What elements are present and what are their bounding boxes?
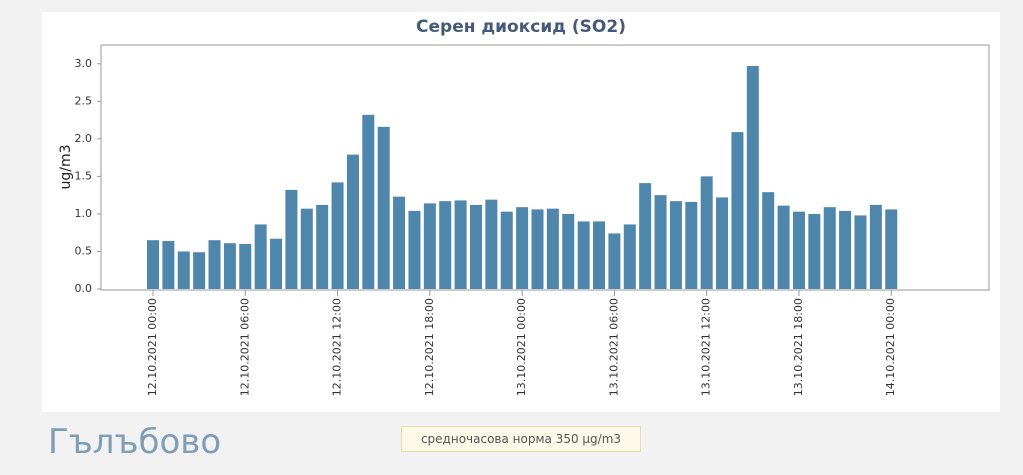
bar xyxy=(147,240,159,289)
bar xyxy=(423,203,436,289)
y-tick-label: 3.0 xyxy=(75,57,93,70)
bar xyxy=(792,211,805,289)
bar xyxy=(839,210,852,289)
bar xyxy=(285,189,298,289)
bar xyxy=(254,224,267,289)
bar xyxy=(869,204,882,289)
bar xyxy=(193,252,206,289)
bar xyxy=(562,213,575,289)
chart-title: Серен диоксид (SO2) xyxy=(416,17,626,37)
bar xyxy=(823,207,836,289)
bar xyxy=(577,221,590,289)
x-tick-label: 14.10.2021 00:00 xyxy=(884,298,897,396)
bar xyxy=(162,240,175,289)
bar xyxy=(654,195,667,289)
bar xyxy=(393,196,406,289)
bar xyxy=(362,114,375,290)
bar xyxy=(223,243,236,289)
y-tick-label: 2.5 xyxy=(75,94,93,107)
bar xyxy=(731,132,744,289)
bar xyxy=(439,201,452,289)
bar xyxy=(746,66,759,289)
plot-frame xyxy=(100,44,990,291)
bar xyxy=(485,199,498,289)
x-tick-label: 13.10.2021 06:00 xyxy=(607,298,620,396)
bar xyxy=(762,192,775,289)
x-tick-label: 13.10.2021 00:00 xyxy=(515,298,528,396)
bar xyxy=(716,197,729,289)
bar xyxy=(408,210,421,289)
x-tick-label: 12.10.2021 06:00 xyxy=(238,298,251,396)
y-tick-label: 1.0 xyxy=(75,207,93,220)
x-tick-label: 12.10.2021 12:00 xyxy=(331,298,344,396)
bar xyxy=(593,221,606,289)
bar xyxy=(177,251,190,289)
bar xyxy=(608,233,621,289)
bar xyxy=(531,209,544,289)
bar xyxy=(469,204,482,289)
bar xyxy=(454,200,467,289)
bar xyxy=(208,240,221,289)
bar xyxy=(669,201,682,289)
bar xyxy=(331,182,344,289)
norm-note: средночасова норма 350 μg/m3 xyxy=(401,426,641,452)
bar xyxy=(685,201,698,289)
bar xyxy=(500,211,513,289)
x-tick-label: 12.10.2021 18:00 xyxy=(423,298,436,396)
bar xyxy=(270,238,283,289)
bar xyxy=(854,215,867,289)
bar xyxy=(377,126,390,289)
location-title: Гълъбово xyxy=(48,422,222,462)
bar xyxy=(239,243,252,289)
bar xyxy=(516,207,529,289)
y-tick-label: 1.5 xyxy=(75,169,93,182)
bar xyxy=(300,208,313,289)
y-tick-label: 0.0 xyxy=(75,282,93,295)
y-tick-label: 0.5 xyxy=(75,244,93,257)
x-tick-label: 13.10.2021 12:00 xyxy=(700,298,713,396)
y-tick-label: 2.0 xyxy=(75,132,93,145)
bar xyxy=(885,209,898,289)
bar xyxy=(623,224,636,289)
bar xyxy=(639,183,652,289)
bar xyxy=(777,205,790,289)
chart: Серен диоксид (SO2) ug/m3 0.0 0.5 1.0 1.5 2.… xyxy=(58,17,990,396)
bar xyxy=(808,213,821,289)
bar xyxy=(700,176,713,289)
bar xyxy=(546,208,559,289)
y-axis-label: ug/m3 xyxy=(58,144,74,189)
bar xyxy=(316,204,329,289)
x-tick-label: 12.10.2021 00:00 xyxy=(146,298,159,396)
bar xyxy=(346,154,359,289)
x-tick-label: 13.10.2021 18:00 xyxy=(792,298,805,396)
